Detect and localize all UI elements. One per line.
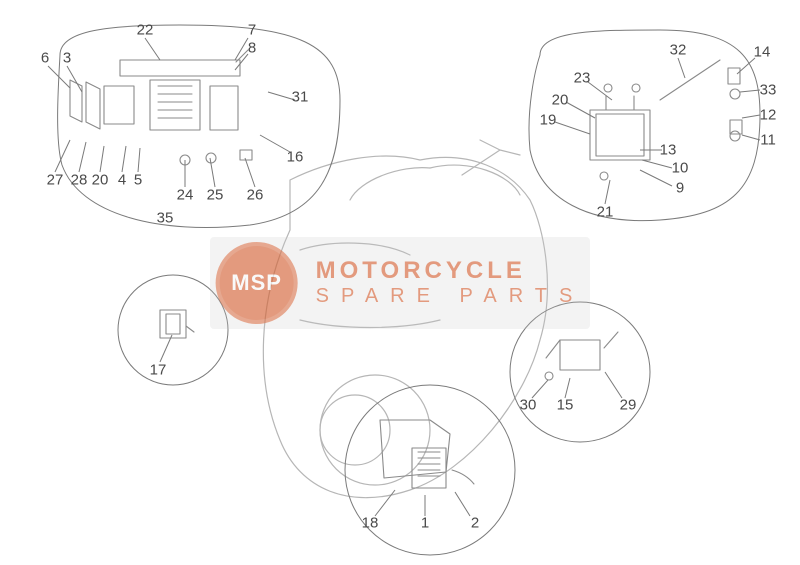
part-label-27: 27 [47,172,64,189]
part-label-9: 9 [676,180,684,197]
part-label-31: 31 [292,89,309,106]
part-label-14: 14 [754,44,771,61]
part-label-6: 6 [41,50,49,67]
part-label-22: 22 [137,22,154,39]
part-label-32: 32 [670,42,687,59]
part-label-13: 13 [660,142,677,159]
part-label-17: 17 [150,362,167,379]
part-label-2: 2 [471,515,479,532]
part-label-20: 20 [552,92,569,109]
part-label-35: 35 [157,210,174,227]
part-label-30: 30 [520,397,537,414]
watermark-backing [210,237,590,329]
part-label-5: 5 [134,172,142,189]
part-label-24: 24 [177,187,194,204]
part-label-28: 28 [71,172,88,189]
part-label-3: 3 [63,50,71,67]
part-label-19: 19 [540,112,557,129]
part-label-23: 23 [574,70,591,87]
part-label-10: 10 [672,160,689,177]
watermark-line2: SPARE PARTS [316,285,585,308]
part-label-11: 11 [760,132,776,149]
watermark: MSP MOTORCYCLE SPARE PARTS [216,242,585,324]
watermark-badge-text: MSP [231,270,282,296]
watermark-badge: MSP [216,242,298,324]
part-label-8: 8 [248,40,256,57]
part-label-12: 12 [760,107,777,124]
part-label-16: 16 [287,149,304,166]
diagram-stage: MSP MOTORCYCLE SPARE PARTS 6322782728204… [0,0,800,565]
part-label-26: 26 [247,187,264,204]
part-label-33: 33 [760,82,777,99]
watermark-line1: MOTORCYCLE [316,257,585,285]
part-label-18: 18 [362,515,379,532]
part-label-7: 7 [248,22,256,39]
part-label-4: 4 [118,172,126,189]
part-label-29: 29 [620,397,637,414]
watermark-text: MOTORCYCLE SPARE PARTS [316,257,585,308]
line-art [0,0,800,565]
part-label-1: 1 [421,515,429,532]
part-label-15: 15 [557,397,574,414]
part-label-25: 25 [207,187,224,204]
part-label-21: 21 [597,204,614,221]
part-label-20: 20 [92,172,109,189]
